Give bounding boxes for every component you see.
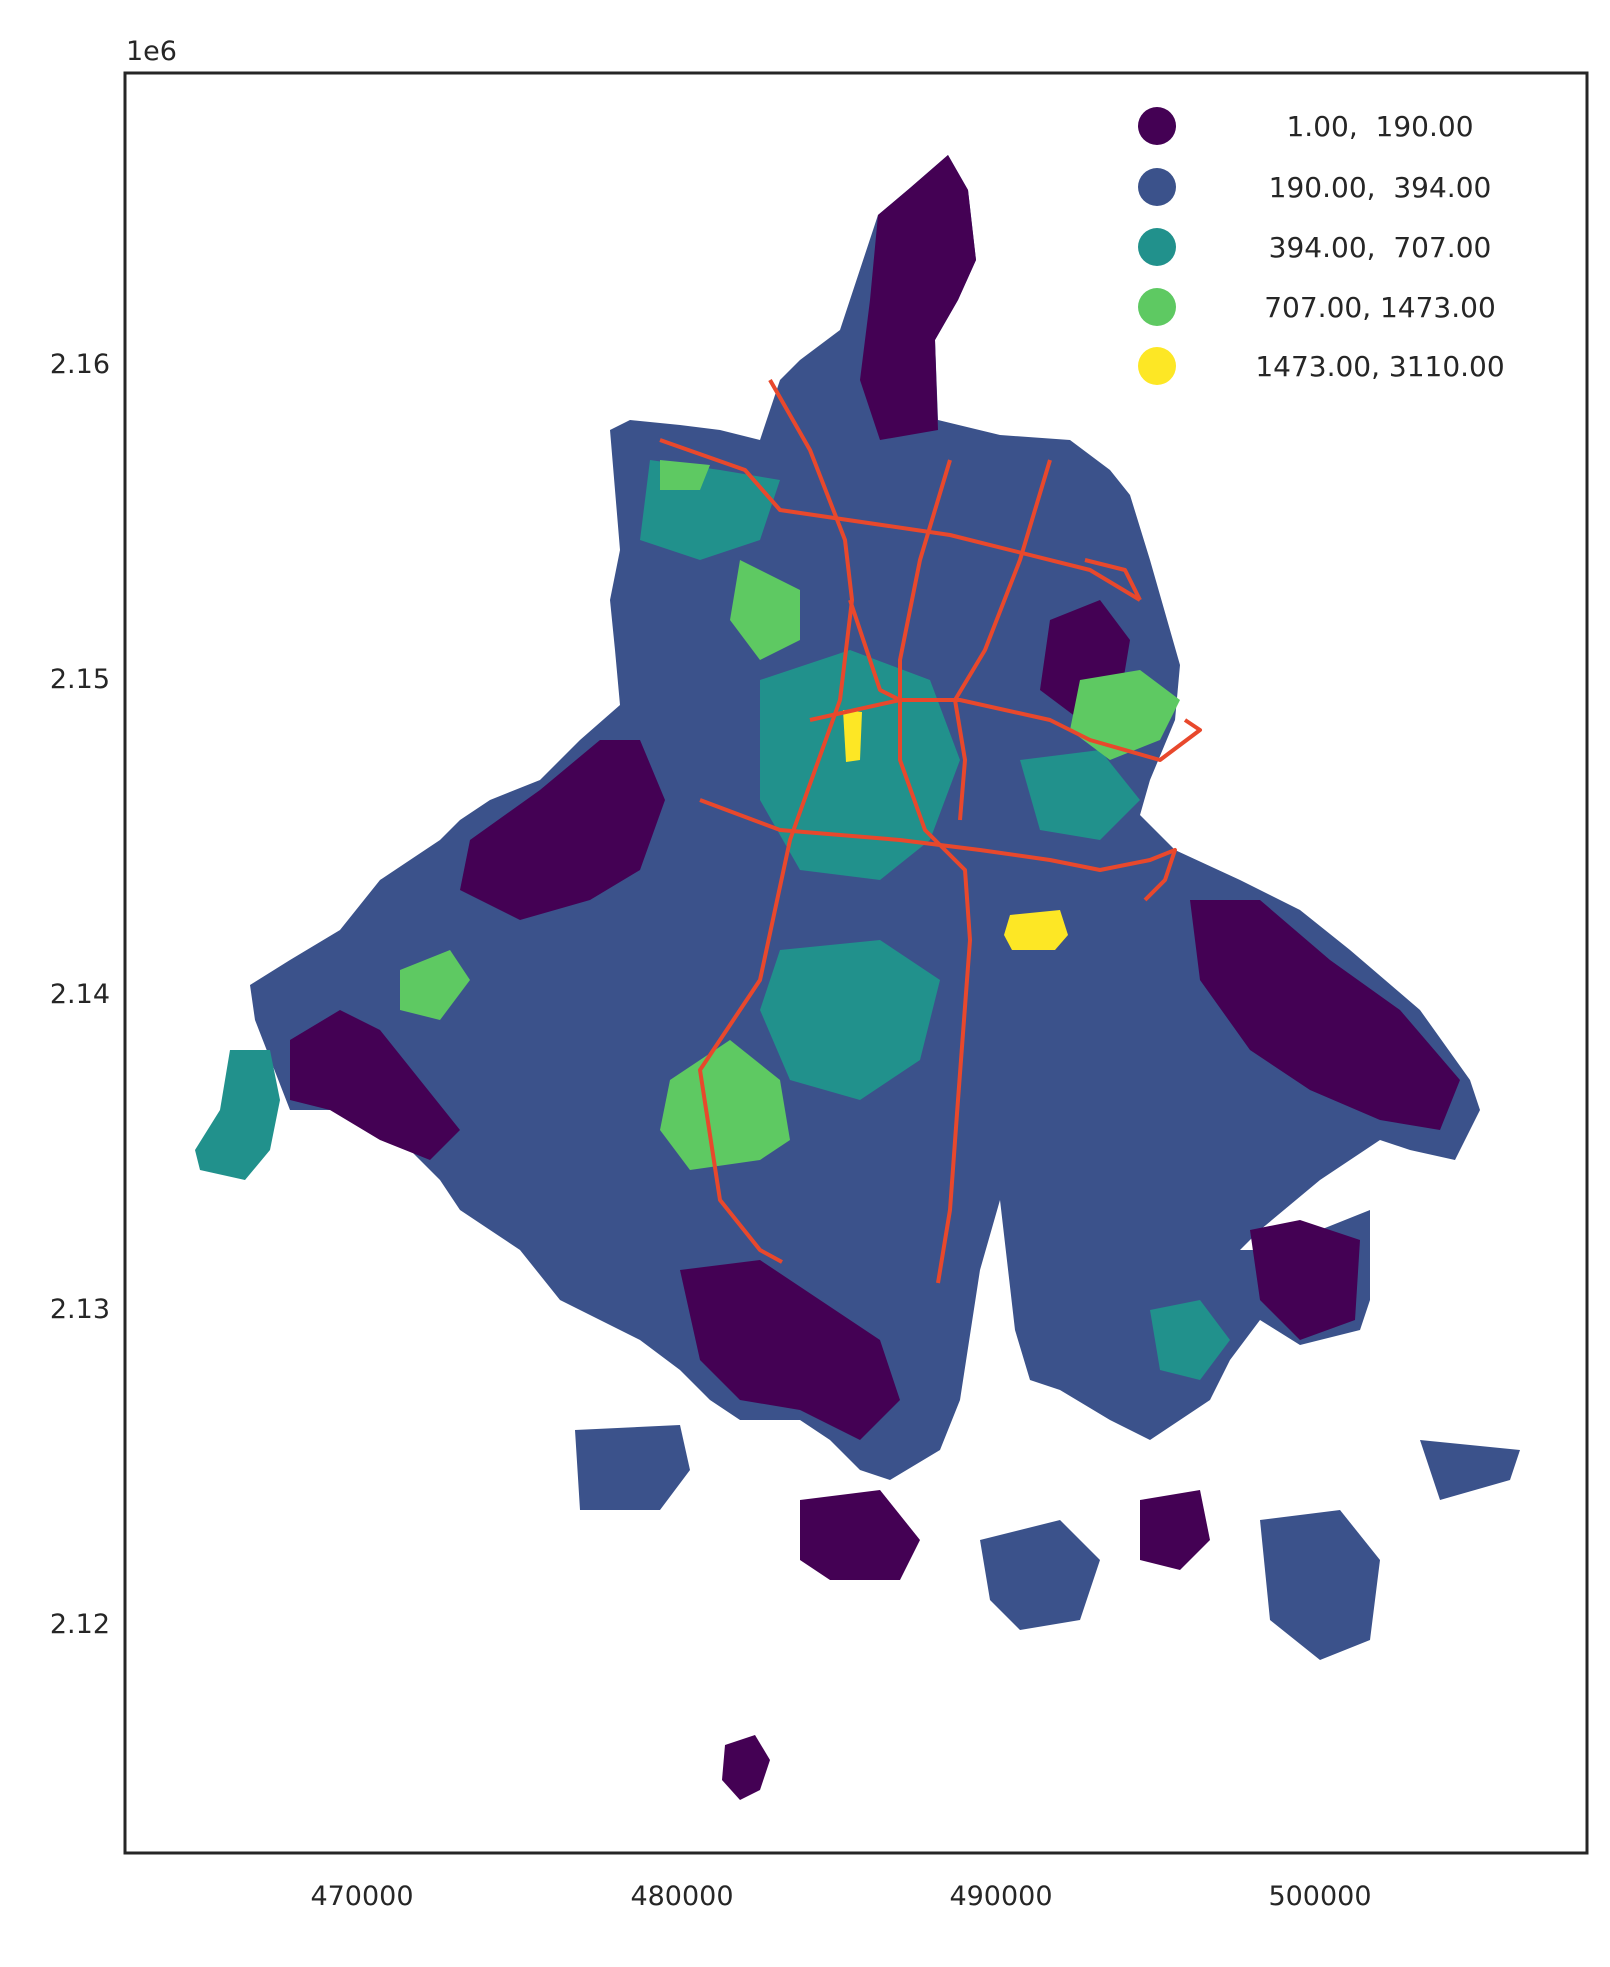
region-island-south-3 [980,1520,1100,1630]
region-yellow-east [1004,910,1068,950]
y-tick-label: 2.16 [50,349,110,380]
transit-line-6 [699,798,1177,902]
legend-label: 1.00, 190.00 [1286,110,1473,143]
region-island-south-7 [722,1735,770,1800]
legend-entry: 190.00, 394.00 [1138,168,1491,206]
x-tick-label: 480000 [630,1881,733,1912]
axes-frame [123,71,1589,1855]
region-island-south-2 [800,1490,920,1580]
y-tick-label: 2.13 [50,1294,110,1325]
x-tick-label: 490000 [949,1881,1052,1912]
map-regions [195,155,1520,1800]
region-green-west [400,950,470,1020]
region-green-center [730,560,800,660]
region-dark-east [1190,900,1460,1130]
region-green-southwest [660,1040,790,1170]
x-axis: 470000 480000 490000 500000 [310,1881,1371,1912]
legend-marker [1138,228,1176,266]
legend-label: 190.00, 394.00 [1269,171,1492,204]
x-tick-label: 500000 [1268,1881,1371,1912]
legend-label: 707.00, 1473.00 [1264,291,1496,324]
transit-lines [659,379,1202,1284]
transit-line-1 [659,438,1142,602]
region-teal-south [760,940,940,1100]
region-teal-center [760,650,960,880]
region-dark-north [860,155,976,440]
region-dark-south [680,1260,900,1440]
region-dark-west [460,740,665,920]
axis-offset-label: 1e6 [126,36,177,67]
transit-line-4 [953,459,1052,821]
region-island-south-6 [1420,1440,1520,1500]
y-tick-label: 2.14 [50,979,110,1010]
region-yellow-center [843,710,862,762]
region-green-east [1070,670,1180,760]
legend-marker [1138,347,1176,385]
legend-label: 394.00, 707.00 [1269,231,1492,264]
region-dark-southeast [1250,1220,1360,1340]
region-island-south-1 [575,1425,690,1510]
region-dark-southwest [290,1010,460,1160]
legend: 1.00, 190.00 190.00, 394.00 394.00, 707.… [1138,107,1505,385]
x-tick-label: 470000 [310,1881,413,1912]
region-teal-east [1020,750,1140,840]
legend-entry: 1.00, 190.00 [1138,107,1474,145]
transit-line-8 [1084,558,1142,601]
transit-line-2 [698,379,854,1264]
y-axis: 2.16 2.15 2.14 2.13 2.12 [50,349,110,1640]
transit-line-5 [809,698,1202,762]
legend-entry: 1473.00, 3110.00 [1138,347,1505,385]
legend-entry: 707.00, 1473.00 [1138,288,1496,326]
legend-marker [1138,107,1176,145]
transit-line-7 [848,599,901,702]
y-tick-label: 2.12 [50,1609,110,1640]
y-tick-label: 2.15 [50,664,110,695]
region-teal-southcurve [1150,1300,1230,1380]
region-island-south-5 [1260,1510,1380,1660]
transit-line-3 [898,459,972,1284]
legend-marker [1138,168,1176,206]
region-island-south-4 [1140,1490,1210,1570]
legend-marker [1138,288,1176,326]
region-green-northwest [660,460,710,490]
region-west-peninsula [195,1050,280,1180]
legend-entry: 394.00, 707.00 [1138,228,1491,266]
legend-label: 1473.00, 3110.00 [1255,350,1504,383]
